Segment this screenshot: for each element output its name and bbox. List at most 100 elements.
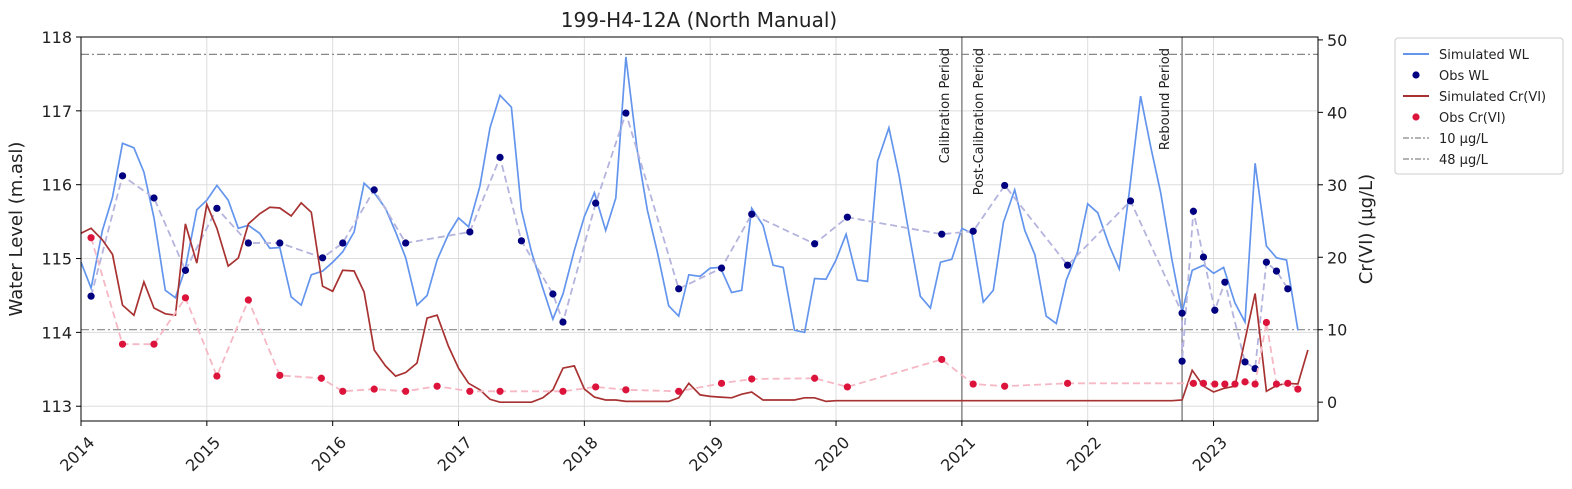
observation-point [592,199,600,207]
y-tick-label: 113 [41,397,72,416]
observation-point [466,387,474,395]
y2-tick-label: 10 [1327,321,1347,340]
observation-point [276,371,284,379]
observation-point [370,186,378,194]
observation-point [622,386,630,394]
x-tick-label: 2020 [811,433,853,475]
y-tick-label: 116 [41,176,72,195]
observation-point [592,383,600,391]
observation-point [717,379,726,387]
legend-swatch [1412,71,1420,79]
observation-point [370,385,378,393]
observation-point [843,383,851,391]
observation-point [938,230,946,238]
observation-point [1294,385,1302,393]
observation-point [319,254,327,262]
observation-point [402,387,410,395]
observation-point [559,387,567,395]
observation-point [1189,379,1198,387]
observation-point [622,109,630,117]
x-tick-label: 2019 [685,433,727,475]
x-tick-label: 2022 [1063,433,1105,475]
observation-point [675,387,683,395]
observation-point [213,372,221,380]
period-label: Rebound Period [1158,48,1173,150]
observation-point [118,172,127,180]
observation-point [843,213,851,221]
observation-point [1199,379,1208,387]
observation-point [969,380,977,388]
y2-tick-label: 50 [1327,31,1347,50]
legend-label: Simulated WL [1439,48,1530,63]
legend-label: 10 µg/L [1439,132,1489,147]
period-label: Calibration Period [938,48,953,163]
observation-point [748,210,756,218]
observation-point [339,239,347,247]
observation-point [466,228,474,236]
observation-point [181,266,190,274]
observation-point [181,294,190,302]
observation-point [1284,379,1292,387]
observation-point [150,194,158,202]
observation-point [1272,380,1281,388]
y-tick-label: 115 [41,250,72,269]
series-line [80,201,1309,404]
y2-tick-label: 20 [1327,248,1347,267]
x-tick-label: 2014 [56,433,98,475]
observation-point [244,296,252,304]
y2-axis-label: Cr(VI) (µg/L) [1356,174,1377,284]
x-tick-label: 2016 [308,433,350,475]
observation-point [496,153,504,161]
observation-point [1272,267,1281,275]
observation-point [433,382,441,390]
observation-point [402,239,410,247]
observation-point [1284,285,1292,293]
plot-frame [80,36,1319,422]
observation-point [1178,357,1186,365]
y-tick-label: 117 [41,102,72,121]
observation-point [1001,181,1009,190]
observation-point [717,264,726,272]
observation-point [559,318,567,326]
observation-point [1241,358,1249,366]
period-label: Post-Calibration Period [972,48,987,195]
legend-swatch [1412,113,1420,121]
x-tick-label: 2015 [182,433,224,475]
observation-point [87,292,95,300]
legend-label: Simulated Cr(VI) [1439,90,1546,105]
y-axis-label: Water Level (m.asl) [6,142,27,317]
observation-point [1178,309,1186,317]
x-tick-label: 2021 [937,433,979,475]
observation-point [1262,318,1271,327]
observation-point [1126,197,1135,205]
observation-point [317,374,325,382]
observation-point [276,239,284,247]
observation-point [1001,382,1009,390]
series-line [80,56,1299,334]
observation-point [339,387,347,395]
observation-point [1241,378,1249,386]
observation-point [549,290,557,298]
observation-point [748,375,756,383]
x-tick-label: 2023 [1189,433,1231,475]
observation-point [1262,258,1271,266]
observation-point [811,374,819,382]
observation-point [1221,278,1229,286]
observation-point [1251,380,1259,388]
observation-point [87,234,95,242]
observation-point [1189,207,1198,215]
observation-point [150,340,158,348]
observation-point [517,237,526,245]
chart-title: 199-H4-12A (North Manual) [561,8,837,32]
observation-point [1211,306,1219,314]
y2-tick-label: 30 [1327,176,1347,195]
x-tick-label: 2017 [434,433,476,475]
observation-point [1063,379,1072,387]
y-tick-label: 118 [41,28,72,47]
x-tick-label: 2018 [559,433,601,475]
observation-point [1199,253,1208,261]
observation-trend [90,237,1299,393]
observation-point [1221,380,1229,388]
observation-point [244,239,252,247]
